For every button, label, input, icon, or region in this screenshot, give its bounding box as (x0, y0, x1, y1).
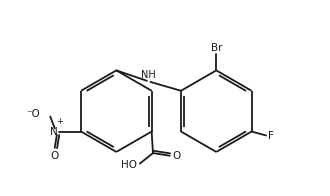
Text: F: F (268, 131, 274, 141)
Text: O: O (172, 151, 180, 161)
Text: Br: Br (211, 43, 222, 53)
Text: HO: HO (121, 161, 137, 171)
Text: +: + (56, 117, 63, 126)
Text: NH: NH (141, 70, 156, 80)
Text: O: O (50, 151, 58, 161)
Text: ⁻O: ⁻O (26, 109, 40, 119)
Text: N: N (50, 127, 57, 137)
